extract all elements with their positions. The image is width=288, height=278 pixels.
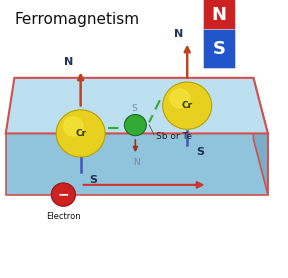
Text: S: S	[196, 147, 204, 157]
Text: S: S	[131, 104, 137, 113]
Circle shape	[170, 89, 190, 108]
Circle shape	[56, 110, 105, 157]
Text: Cr: Cr	[182, 101, 193, 110]
Text: S: S	[212, 40, 226, 58]
Text: Ferromagnetism: Ferromagnetism	[14, 12, 139, 27]
Text: Electron: Electron	[46, 212, 81, 221]
Polygon shape	[6, 78, 268, 133]
Circle shape	[51, 183, 75, 206]
Text: S: S	[89, 175, 97, 185]
Text: N: N	[174, 29, 183, 39]
Circle shape	[63, 117, 83, 136]
Polygon shape	[6, 133, 268, 195]
Circle shape	[124, 115, 146, 136]
Text: −: −	[58, 188, 69, 202]
FancyBboxPatch shape	[203, 29, 235, 68]
Circle shape	[163, 82, 212, 129]
Polygon shape	[253, 78, 268, 195]
Text: N: N	[211, 6, 226, 24]
FancyBboxPatch shape	[203, 0, 235, 35]
Text: Cr: Cr	[75, 129, 86, 138]
Text: N: N	[133, 158, 140, 167]
Text: Sb or Te: Sb or Te	[156, 132, 192, 141]
Text: N: N	[65, 57, 74, 67]
